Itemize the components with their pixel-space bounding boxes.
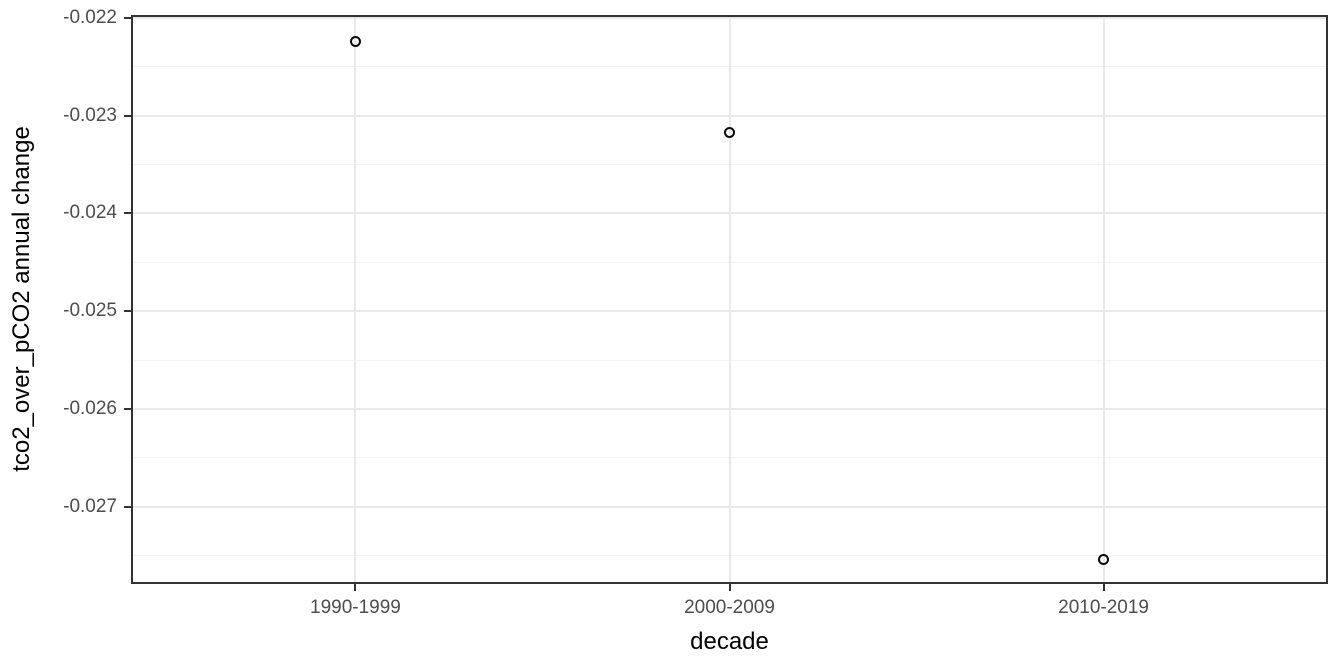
y-axis-tick (124, 212, 131, 215)
y-tick-label: -0.022 (63, 6, 117, 28)
y-axis-tick (124, 310, 131, 313)
x-axis-title: decade (690, 628, 769, 655)
x-axis-tick (354, 584, 357, 591)
y-axis-tick (124, 114, 131, 117)
data-point (724, 126, 735, 138)
y-tick-label: -0.025 (63, 300, 117, 322)
x-axis-tick (1102, 584, 1105, 591)
data-point (349, 35, 361, 47)
y-axis-tick (124, 407, 131, 410)
x-tick-label: 1990-1999 (310, 597, 401, 618)
y-axis-tick (124, 505, 131, 508)
x-tick-label: 2010-2019 (1058, 597, 1149, 618)
y-tick-label: -0.023 (63, 104, 117, 126)
data-point (1098, 554, 1110, 566)
y-tick-label: -0.027 (63, 495, 117, 517)
major-gridline-x (728, 15, 731, 584)
plot-panel (131, 15, 1328, 584)
y-tick-label: -0.026 (63, 397, 117, 419)
major-gridline-x (1102, 15, 1105, 584)
y-axis-tick (124, 16, 131, 19)
x-tick-label: 2000-2009 (684, 597, 775, 618)
y-tick-label: -0.024 (63, 202, 117, 224)
major-gridline-x (354, 15, 357, 584)
x-axis-tick (728, 584, 731, 591)
